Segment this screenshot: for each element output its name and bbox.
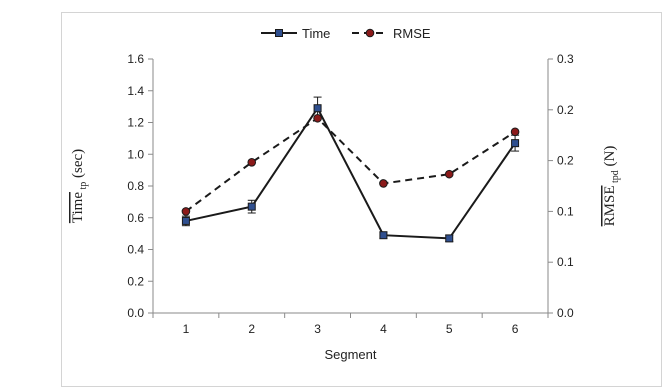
y-tick-label-right: 0.2 [557,154,574,168]
axis-label-subscript: tp [78,182,89,192]
x-tick-label: 1 [183,322,190,336]
axis-label-unit: (N) [602,146,618,171]
x-tick-label: 4 [380,322,387,336]
data-point-rmse [313,113,322,123]
axis-label-text: Time tp (sec) [70,149,89,223]
y-tick-label-left: 0.4 [127,243,144,257]
data-point-time [181,216,190,225]
y-tick-label-left: 1.2 [127,116,144,130]
legend-marker-rmse [365,28,375,38]
chart-frame: 0.0 0.2 0.4 0.6 0.8 1.0 1.2 1.4 1.6 0.0 0.1 0.1 0.2 0… [61,12,662,387]
data-point-time [379,231,388,240]
axes: 0.0 0.2 0.4 0.6 0.8 1.0 1.2 1.4 1.6 0.0 0.1 0.1 0.2 0… [127,52,574,336]
data-point-time [313,104,322,113]
y-tick-label-left: 0.2 [127,274,144,288]
legend-label-time: Time [302,26,330,41]
y-tick-label-left: 0.6 [127,211,144,225]
axis-label-subscript: tpd [610,170,621,185]
data-point-time [247,202,256,211]
data-point-time [511,139,520,148]
y-tick-label-left: 1.4 [127,84,144,98]
y-axis-label-right: RMSE tpd (N) [602,146,621,227]
x-tick-label: 5 [446,322,453,336]
y-tick-label-right: 0.3 [557,52,574,66]
data-point-time [445,234,454,243]
axis-label-main: Time [70,192,86,223]
y-tick-label-right: 0.2 [557,103,574,117]
axis-label-unit: (sec) [70,149,86,182]
series-line-rmse [185,116,516,213]
data-point-rmse [247,157,257,167]
x-tick-label: 2 [248,322,255,336]
data-point-rmse [181,207,191,216]
line-chart: 0.0 0.2 0.4 0.6 0.8 1.0 1.2 1.4 1.6 0.0 0.1 0.1 0.2 0… [70,26,621,362]
x-tick-label: 6 [512,322,519,336]
legend: Time RMSE [261,26,431,41]
series-line-time [185,106,516,240]
y-tick-label-left: 1.6 [127,52,144,66]
data-point-rmse [379,179,388,188]
x-tick-label: 3 [314,322,321,336]
axis-label-text: RMSE tpd (N) [602,146,621,227]
y-tick-label-left: 0.0 [127,306,144,320]
legend-marker-time [275,29,283,37]
y-tick-label-left: 1.0 [127,147,144,161]
chart-marks [181,96,520,243]
data-point-rmse [444,169,454,179]
x-axis-label: Segment [324,347,376,362]
legend-label-rmse: RMSE [393,26,431,41]
y-tick-label-left: 0.8 [127,179,144,193]
y-tick-label-right: 0.0 [557,306,574,320]
y-tick-label-right: 0.1 [557,204,574,218]
data-point-rmse [510,127,520,137]
y-axis-label-left: Time tp (sec) [70,149,89,223]
axis-label-main: RMSE [602,186,618,227]
y-tick-label-right: 0.1 [557,255,574,269]
